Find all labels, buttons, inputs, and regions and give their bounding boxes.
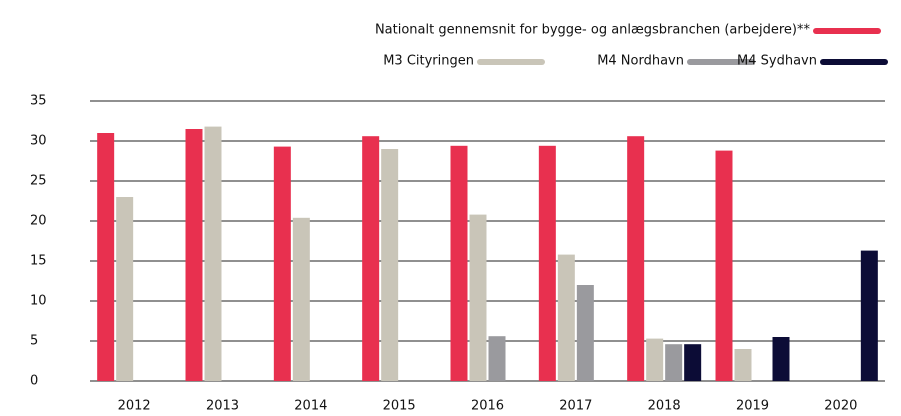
x-tick-label: 2013 (206, 399, 239, 414)
legend-label: M4 Sydhavn (737, 54, 817, 69)
bar (627, 136, 645, 381)
x-tick-label: 2012 (118, 399, 151, 414)
bar (576, 285, 594, 381)
bar (204, 126, 222, 381)
x-tick-label: 2017 (559, 399, 592, 414)
bar (646, 338, 664, 381)
y-tick-label: 10 (30, 294, 47, 309)
bar (665, 344, 683, 381)
bar (860, 250, 878, 381)
bar (116, 197, 134, 381)
bar (772, 337, 790, 381)
legend-label: M4 Nordhavn (597, 54, 684, 69)
bar (734, 349, 752, 381)
bar (715, 150, 733, 381)
x-tick-label: 2014 (294, 399, 327, 414)
bar (185, 129, 203, 381)
bar (469, 214, 487, 381)
bar (488, 336, 506, 381)
x-tick-label: 2019 (736, 399, 769, 414)
y-tick-label: 5 (30, 334, 38, 349)
bar (684, 344, 702, 381)
bar (557, 254, 575, 381)
y-tick-label: 35 (30, 94, 47, 109)
y-tick-label: 15 (30, 254, 47, 269)
bar (273, 146, 291, 381)
x-tick-label: 2020 (824, 399, 857, 414)
x-tick-label: 2018 (648, 399, 681, 414)
bar (362, 136, 380, 381)
y-tick-label: 30 (30, 134, 47, 149)
legend-label: Nationalt gennemsnit for bygge- og anlæg… (375, 23, 811, 38)
legend-label: M3 Cityringen (383, 54, 474, 69)
bar (538, 145, 556, 381)
y-tick-label: 0 (30, 374, 38, 389)
bar (381, 149, 399, 381)
y-tick-label: 20 (30, 214, 47, 229)
bar (292, 217, 310, 381)
bar (450, 145, 468, 381)
y-tick-label: 25 (30, 174, 47, 189)
x-tick-label: 2015 (383, 399, 416, 414)
x-tick-label: 2016 (471, 399, 504, 414)
bar (97, 133, 115, 381)
